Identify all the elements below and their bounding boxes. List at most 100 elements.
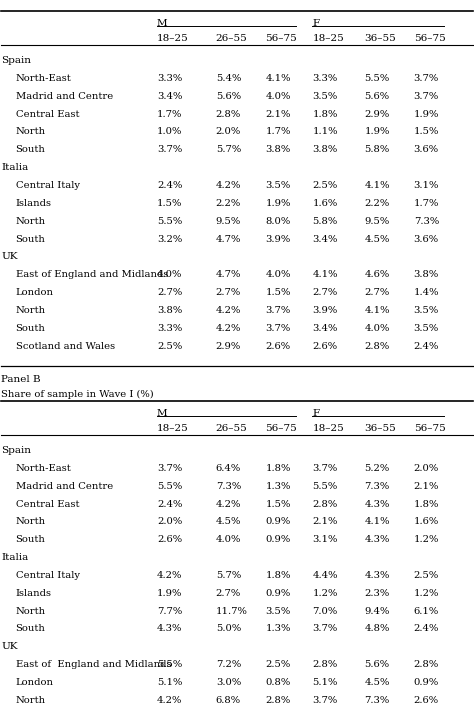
- Text: 3.3%: 3.3%: [312, 74, 337, 83]
- Text: North-East: North-East: [16, 74, 71, 83]
- Text: Central East: Central East: [16, 500, 79, 508]
- Text: South: South: [16, 235, 46, 244]
- Text: 3.7%: 3.7%: [312, 625, 337, 633]
- Text: 4.2%: 4.2%: [216, 306, 241, 315]
- Text: 3.6%: 3.6%: [414, 235, 439, 244]
- Text: 3.0%: 3.0%: [216, 678, 241, 687]
- Text: 6.4%: 6.4%: [216, 464, 241, 473]
- Text: 5.1%: 5.1%: [312, 678, 338, 687]
- Text: 2.7%: 2.7%: [216, 589, 241, 597]
- Text: 6.8%: 6.8%: [216, 696, 241, 704]
- Text: 56–75: 56–75: [265, 34, 297, 43]
- Text: 4.3%: 4.3%: [157, 625, 182, 633]
- Text: 3.1%: 3.1%: [312, 535, 338, 544]
- Text: 1.1%: 1.1%: [312, 128, 338, 136]
- Text: 3.4%: 3.4%: [157, 92, 182, 101]
- Text: 1.8%: 1.8%: [312, 110, 338, 118]
- Text: 5.1%: 5.1%: [157, 678, 182, 687]
- Text: Madrid and Centre: Madrid and Centre: [16, 92, 113, 101]
- Text: Islands: Islands: [16, 199, 52, 208]
- Text: UK: UK: [1, 642, 18, 651]
- Text: 0.9%: 0.9%: [414, 678, 439, 687]
- Text: 5.2%: 5.2%: [364, 464, 390, 473]
- Text: 7.3%: 7.3%: [364, 696, 390, 704]
- Text: 2.4%: 2.4%: [157, 500, 182, 508]
- Text: 1.5%: 1.5%: [414, 128, 439, 136]
- Text: 4.5%: 4.5%: [364, 235, 390, 244]
- Text: 9.5%: 9.5%: [216, 217, 241, 226]
- Text: 5.5%: 5.5%: [157, 660, 182, 669]
- Text: 4.2%: 4.2%: [216, 500, 241, 508]
- Text: 4.6%: 4.6%: [364, 270, 390, 279]
- Text: 2.1%: 2.1%: [312, 518, 338, 526]
- Text: 7.7%: 7.7%: [157, 607, 182, 615]
- Text: 5.6%: 5.6%: [364, 660, 389, 669]
- Text: 1.9%: 1.9%: [364, 128, 390, 136]
- Text: East of  England and Midlands: East of England and Midlands: [16, 660, 171, 669]
- Text: 4.1%: 4.1%: [265, 74, 291, 83]
- Text: Islands: Islands: [16, 589, 52, 597]
- Text: 5.7%: 5.7%: [216, 145, 241, 154]
- Text: 3.7%: 3.7%: [157, 145, 182, 154]
- Text: 1.9%: 1.9%: [414, 110, 439, 118]
- Text: 9.4%: 9.4%: [364, 607, 390, 615]
- Text: UK: UK: [1, 252, 18, 262]
- Text: 5.5%: 5.5%: [157, 482, 182, 491]
- Text: 1.4%: 1.4%: [414, 288, 439, 297]
- Text: 7.3%: 7.3%: [216, 482, 241, 491]
- Text: 3.3%: 3.3%: [157, 324, 182, 333]
- Text: 5.5%: 5.5%: [312, 482, 337, 491]
- Text: Share of sample in Wave I (%): Share of sample in Wave I (%): [1, 390, 154, 399]
- Text: M: M: [157, 409, 167, 418]
- Text: 2.3%: 2.3%: [364, 589, 390, 597]
- Text: 4.1%: 4.1%: [312, 270, 338, 279]
- Text: 2.6%: 2.6%: [265, 342, 291, 351]
- Text: 4.0%: 4.0%: [265, 270, 291, 279]
- Text: 7.3%: 7.3%: [414, 217, 439, 226]
- Text: 5.8%: 5.8%: [364, 145, 390, 154]
- Text: 5.7%: 5.7%: [216, 571, 241, 580]
- Text: 0.9%: 0.9%: [265, 535, 291, 544]
- Text: 4.1%: 4.1%: [364, 518, 390, 526]
- Text: 2.1%: 2.1%: [414, 482, 439, 491]
- Text: 4.0%: 4.0%: [157, 270, 182, 279]
- Text: 2.5%: 2.5%: [265, 660, 291, 669]
- Text: 1.3%: 1.3%: [265, 482, 291, 491]
- Text: 1.8%: 1.8%: [265, 464, 291, 473]
- Text: 4.1%: 4.1%: [364, 181, 390, 190]
- Text: 1.8%: 1.8%: [265, 571, 291, 580]
- Text: North: North: [16, 607, 46, 615]
- Text: 2.6%: 2.6%: [312, 342, 337, 351]
- Text: 56–75: 56–75: [265, 424, 297, 434]
- Text: Panel B: Panel B: [1, 375, 41, 384]
- Text: South: South: [16, 145, 46, 154]
- Text: 26–55: 26–55: [216, 424, 247, 434]
- Text: 3.6%: 3.6%: [414, 145, 439, 154]
- Text: 3.9%: 3.9%: [265, 235, 291, 244]
- Text: North: North: [16, 128, 46, 136]
- Text: 4.2%: 4.2%: [157, 696, 182, 704]
- Text: 2.1%: 2.1%: [265, 110, 291, 118]
- Text: 2.2%: 2.2%: [216, 199, 241, 208]
- Text: 1.5%: 1.5%: [265, 288, 291, 297]
- Text: 4.8%: 4.8%: [364, 625, 390, 633]
- Text: 2.7%: 2.7%: [157, 288, 182, 297]
- Text: 18–25: 18–25: [157, 34, 189, 43]
- Text: London: London: [16, 678, 54, 687]
- Text: 4.5%: 4.5%: [216, 518, 241, 526]
- Text: 2.0%: 2.0%: [414, 464, 439, 473]
- Text: 4.0%: 4.0%: [265, 92, 291, 101]
- Text: 1.2%: 1.2%: [312, 589, 338, 597]
- Text: 1.6%: 1.6%: [312, 199, 337, 208]
- Text: 4.2%: 4.2%: [216, 324, 241, 333]
- Text: 4.2%: 4.2%: [157, 571, 182, 580]
- Text: 36–55: 36–55: [364, 424, 396, 434]
- Text: 2.9%: 2.9%: [364, 110, 390, 118]
- Text: 3.4%: 3.4%: [312, 235, 338, 244]
- Text: 2.5%: 2.5%: [157, 342, 182, 351]
- Text: 3.5%: 3.5%: [312, 92, 337, 101]
- Text: Spain: Spain: [1, 446, 31, 455]
- Text: 3.7%: 3.7%: [157, 464, 182, 473]
- Text: 4.3%: 4.3%: [364, 571, 390, 580]
- Text: 11.7%: 11.7%: [216, 607, 248, 615]
